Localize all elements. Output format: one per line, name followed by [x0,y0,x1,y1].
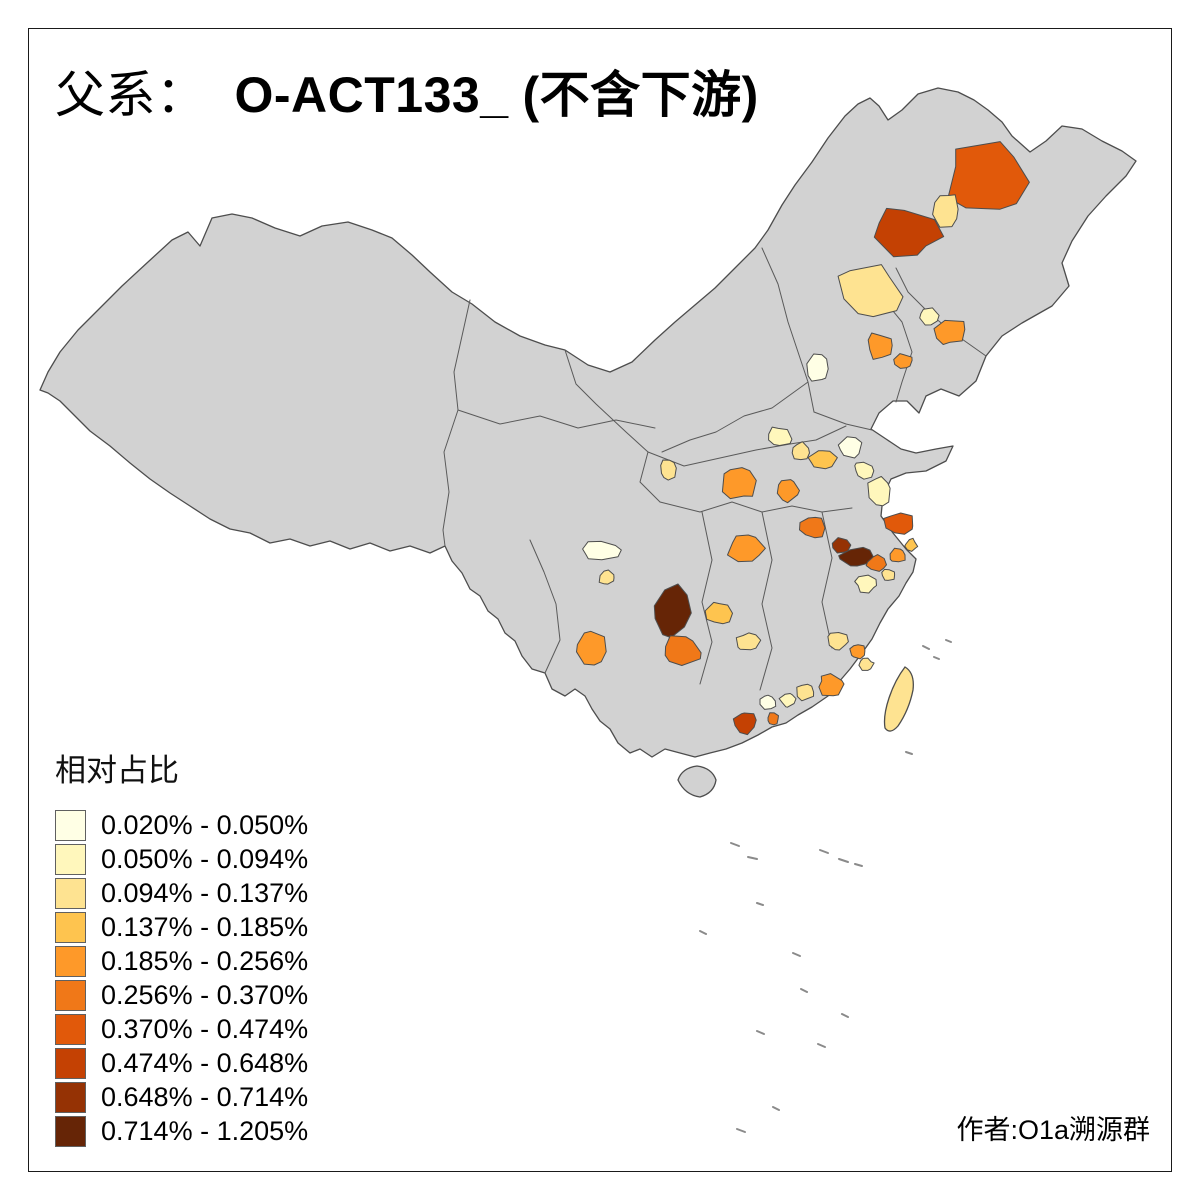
map-region [767,712,779,726]
map-region [889,547,906,563]
legend-swatch [55,1116,86,1147]
map-region [791,441,810,461]
legend-label: 0.094% - 0.137% [101,878,309,908]
legend-item: 0.648% - 0.714% [55,1082,308,1113]
legend-item: 0.714% - 1.205% [55,1116,308,1147]
map-region [837,264,904,318]
title-prefix: 父系： [55,67,207,123]
author-credit: 作者:O1a溯源群 [956,1115,1150,1145]
map-region [904,537,919,552]
map-region [735,632,762,651]
map-region [932,194,959,228]
map-region [849,644,866,660]
legend-label: 0.370% - 0.474% [101,1014,309,1044]
legend-items: 0.020% - 0.050% 0.050% - 0.094% 0.094% - 0… [55,810,308,1147]
map-region [838,546,875,567]
title-suffix: (不含下游) [522,67,759,123]
map-region [768,426,793,446]
map-region [919,307,940,326]
map-region [582,540,622,561]
map-region [865,554,887,572]
map-region [873,207,945,258]
map-region [776,479,800,504]
legend-item: 0.185% - 0.256% [55,946,308,977]
map-region [759,694,777,710]
legend-item: 0.370% - 0.474% [55,1014,308,1045]
legend-item: 0.094% - 0.137% [55,878,308,909]
map-region [947,141,1030,210]
legend-item: 0.137% - 0.185% [55,912,308,943]
legend-item: 0.256% - 0.370% [55,980,308,1011]
legend-label: 0.020% - 0.050% [101,810,309,840]
map-region [807,450,838,470]
legend-swatch [55,946,86,977]
map-region [660,459,677,481]
legend-swatch [55,878,86,909]
map-region [704,601,733,625]
map-region [598,569,615,585]
legend-label: 0.648% - 0.714% [101,1082,309,1112]
legend-swatch [55,810,86,841]
title-haplogroup: O-ACT133_ [234,67,509,123]
colored-regions [576,141,1030,736]
taiwan-island [883,666,914,732]
map-region [854,574,877,594]
map-region [858,657,875,671]
legend-swatch [55,1082,86,1113]
map-region [799,516,826,539]
legend-swatch [55,912,86,943]
legend-swatch [55,844,86,875]
legend-title: 相对占比 [55,753,179,788]
legend-label: 0.185% - 0.256% [101,946,309,976]
sea-islands [699,639,952,1133]
legend-swatch [55,1014,86,1045]
map-region [732,712,757,736]
map-region [827,632,849,651]
map-region [883,512,914,535]
legend-label: 0.256% - 0.370% [101,980,309,1010]
legend-label: 0.714% - 1.205% [101,1116,309,1146]
map-region [867,332,893,360]
legend-swatch [55,980,86,1011]
map-region [867,476,891,507]
map-region [778,693,797,708]
map-region [933,319,966,345]
map-region [727,534,766,563]
map-region [818,673,845,697]
legend-label: 0.137% - 0.185% [101,912,309,942]
map-region [893,353,913,369]
map-region [664,635,702,666]
map-region [576,630,607,666]
legend-label: 0.050% - 0.094% [101,844,309,874]
legend: 相对占比 0.020% - 0.050% 0.050% - 0.094% 0.094… [55,745,308,1150]
legend-item: 0.474% - 0.648% [55,1048,308,1079]
map-region [806,353,829,382]
map-region [721,467,757,500]
legend-item: 0.020% - 0.050% [55,810,308,841]
map-region [837,436,863,459]
hainan-island [677,765,717,798]
map-region [796,683,815,702]
page-title: 父系： O-ACT133_ (不含下游) [55,55,759,127]
legend-item: 0.050% - 0.094% [55,844,308,875]
map-region [881,568,896,581]
legend-swatch [55,1048,86,1079]
map-region [653,583,692,639]
legend-label: 0.474% - 0.648% [101,1048,309,1078]
map-region [854,461,875,480]
